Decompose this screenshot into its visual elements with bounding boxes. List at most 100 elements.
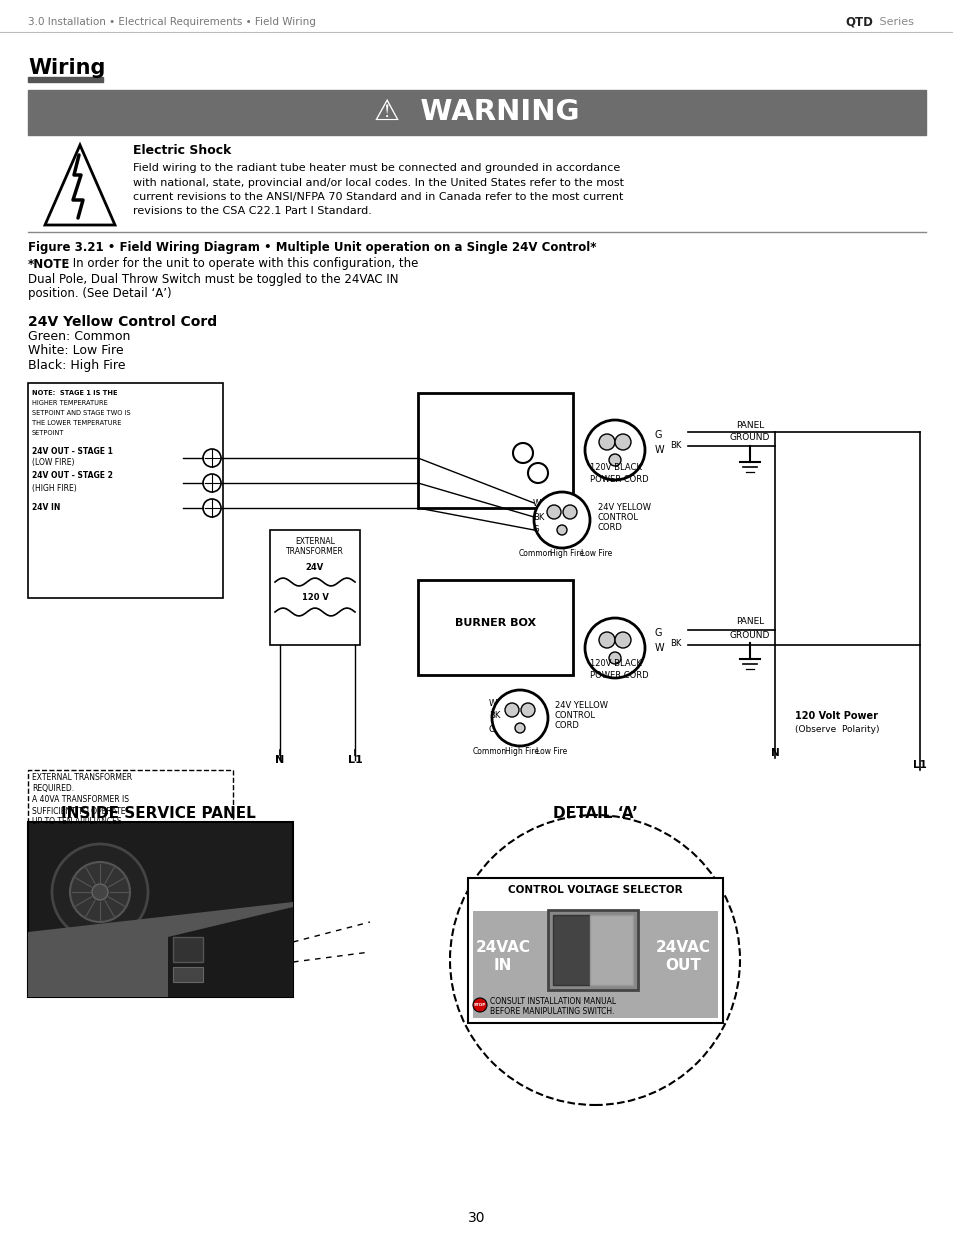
Text: Wiring: Wiring [28,58,105,78]
Text: revisions to the CSA C22.1 Part I Standard.: revisions to the CSA C22.1 Part I Standa… [132,206,372,216]
Circle shape [562,505,577,519]
Text: CONTROL: CONTROL [598,514,639,522]
Text: 120 V: 120 V [301,594,328,603]
Circle shape [615,433,630,450]
Circle shape [584,618,644,678]
Circle shape [203,499,221,517]
Bar [589,915,633,986]
Polygon shape [28,902,293,997]
Text: CONTROL: CONTROL [555,711,596,720]
Circle shape [598,632,615,648]
Text: Green: Common: Green: Common [28,331,131,343]
Text: DETAIL ‘A’: DETAIL ‘A’ [552,806,637,821]
Bar [172,967,203,982]
Polygon shape [168,906,293,997]
Circle shape [492,690,547,746]
Text: CONTROL VOLTAGE SELECTOR: CONTROL VOLTAGE SELECTOR [508,885,682,895]
Text: SETPOINT AND STAGE TWO IS: SETPOINT AND STAGE TWO IS [32,410,131,416]
Text: BK: BK [669,638,680,647]
Bar [172,937,203,962]
Bar [547,910,638,990]
Text: PANEL: PANEL [735,420,763,430]
Circle shape [520,703,535,718]
Text: (LOW FIRE): (LOW FIRE) [32,458,74,468]
Text: THE LOWER TEMPERATURE: THE LOWER TEMPERATURE [32,420,121,426]
Text: UP TO TEN APPLIANCES.: UP TO TEN APPLIANCES. [32,818,124,826]
Text: G: G [655,629,661,638]
Text: POWER CORD: POWER CORD [589,475,648,484]
Text: N: N [770,748,779,758]
Text: BK: BK [533,513,544,521]
Bar [473,911,718,1018]
Text: 24VAC: 24VAC [655,941,710,956]
Text: NOTE:  STAGE 1 IS THE: NOTE: STAGE 1 IS THE [32,390,117,396]
Text: 30: 30 [468,1212,485,1225]
Bar [38,937,283,987]
Text: W: W [533,499,540,509]
Text: BEFORE MANIPULATING SWITCH.: BEFORE MANIPULATING SWITCH. [490,1007,614,1015]
Circle shape [52,844,148,940]
Bar [417,580,573,676]
Text: White: Low Fire: White: Low Fire [28,345,124,357]
Text: 24V YELLOW: 24V YELLOW [555,701,607,710]
Text: 24V IN: 24V IN [32,504,60,513]
Text: L1: L1 [347,755,362,764]
Text: *NOTE: *NOTE [28,258,71,270]
Text: with national, state, provincial and/or local codes. In the United States refer : with national, state, provincial and/or … [132,178,623,188]
Circle shape [557,525,566,535]
Text: A 40VA TRANSFORMER IS: A 40VA TRANSFORMER IS [32,795,129,804]
Text: 120 Volt Power: 120 Volt Power [794,711,877,721]
Text: 24V YELLOW: 24V YELLOW [598,504,650,513]
Circle shape [203,450,221,467]
Bar [417,393,573,508]
Circle shape [598,433,615,450]
Bar [28,77,103,82]
Text: Dual Pole, Dual Throw Switch must be toggled to the 24VAC IN: Dual Pole, Dual Throw Switch must be tog… [28,273,398,285]
Bar [468,878,722,1023]
Text: G: G [655,430,661,440]
Text: Low Fire: Low Fire [580,550,612,558]
Text: GROUND: GROUND [729,433,769,442]
Text: Low Fire: Low Fire [536,747,567,757]
Text: 120V BLACK: 120V BLACK [589,463,641,473]
Text: position. (See Detail ‘A’): position. (See Detail ‘A’) [28,288,172,300]
Text: W: W [655,445,664,454]
Text: 24V: 24V [306,563,324,573]
Text: HIGHER TEMPERATURE: HIGHER TEMPERATURE [32,400,108,406]
Bar [28,90,925,135]
Bar [28,947,293,997]
Text: Series: Series [875,17,913,27]
Text: L1: L1 [912,760,926,769]
Text: TRANSFORMER: TRANSFORMER [286,547,344,557]
Text: 24V Yellow Control Cord: 24V Yellow Control Cord [28,315,217,329]
Text: Black: High Fire: Black: High Fire [28,358,126,372]
Text: (Observe  Polarity): (Observe Polarity) [794,725,879,735]
Bar [270,530,359,645]
Text: INSIDE SERVICE PANEL: INSIDE SERVICE PANEL [61,806,255,821]
Bar [28,823,293,997]
Text: Common: Common [518,550,553,558]
Text: current revisions to the ANSI/NFPA 70 Standard and in Canada refer to the most c: current revisions to the ANSI/NFPA 70 St… [132,191,622,203]
Circle shape [534,492,589,548]
Text: 120V BLACK: 120V BLACK [589,659,641,668]
Text: 24V OUT - STAGE 2: 24V OUT - STAGE 2 [32,472,112,480]
Text: Common: Common [473,747,507,757]
Text: High Fire: High Fire [550,550,583,558]
Circle shape [513,443,533,463]
Circle shape [504,703,518,718]
Circle shape [473,998,486,1011]
Text: : In order for the unit to operate with this configuration, the: : In order for the unit to operate with … [65,258,418,270]
Circle shape [515,722,524,734]
Text: SUFFICIENT TO OPERATE: SUFFICIENT TO OPERATE [32,806,126,815]
Text: EXTERNAL TRANSFORMER: EXTERNAL TRANSFORMER [32,773,132,783]
Text: 3.0 Installation • Electrical Requirements • Field Wiring: 3.0 Installation • Electrical Requiremen… [28,17,315,27]
Text: N: N [275,755,284,764]
Text: OUT: OUT [664,957,700,972]
Text: G: G [533,526,539,535]
Bar [553,915,589,986]
Text: SETPOINT: SETPOINT [32,430,65,436]
Text: BK: BK [489,711,500,720]
Text: G: G [489,725,495,734]
Text: High Fire: High Fire [504,747,538,757]
Text: BURNER BOX: BURNER BOX [455,618,536,627]
